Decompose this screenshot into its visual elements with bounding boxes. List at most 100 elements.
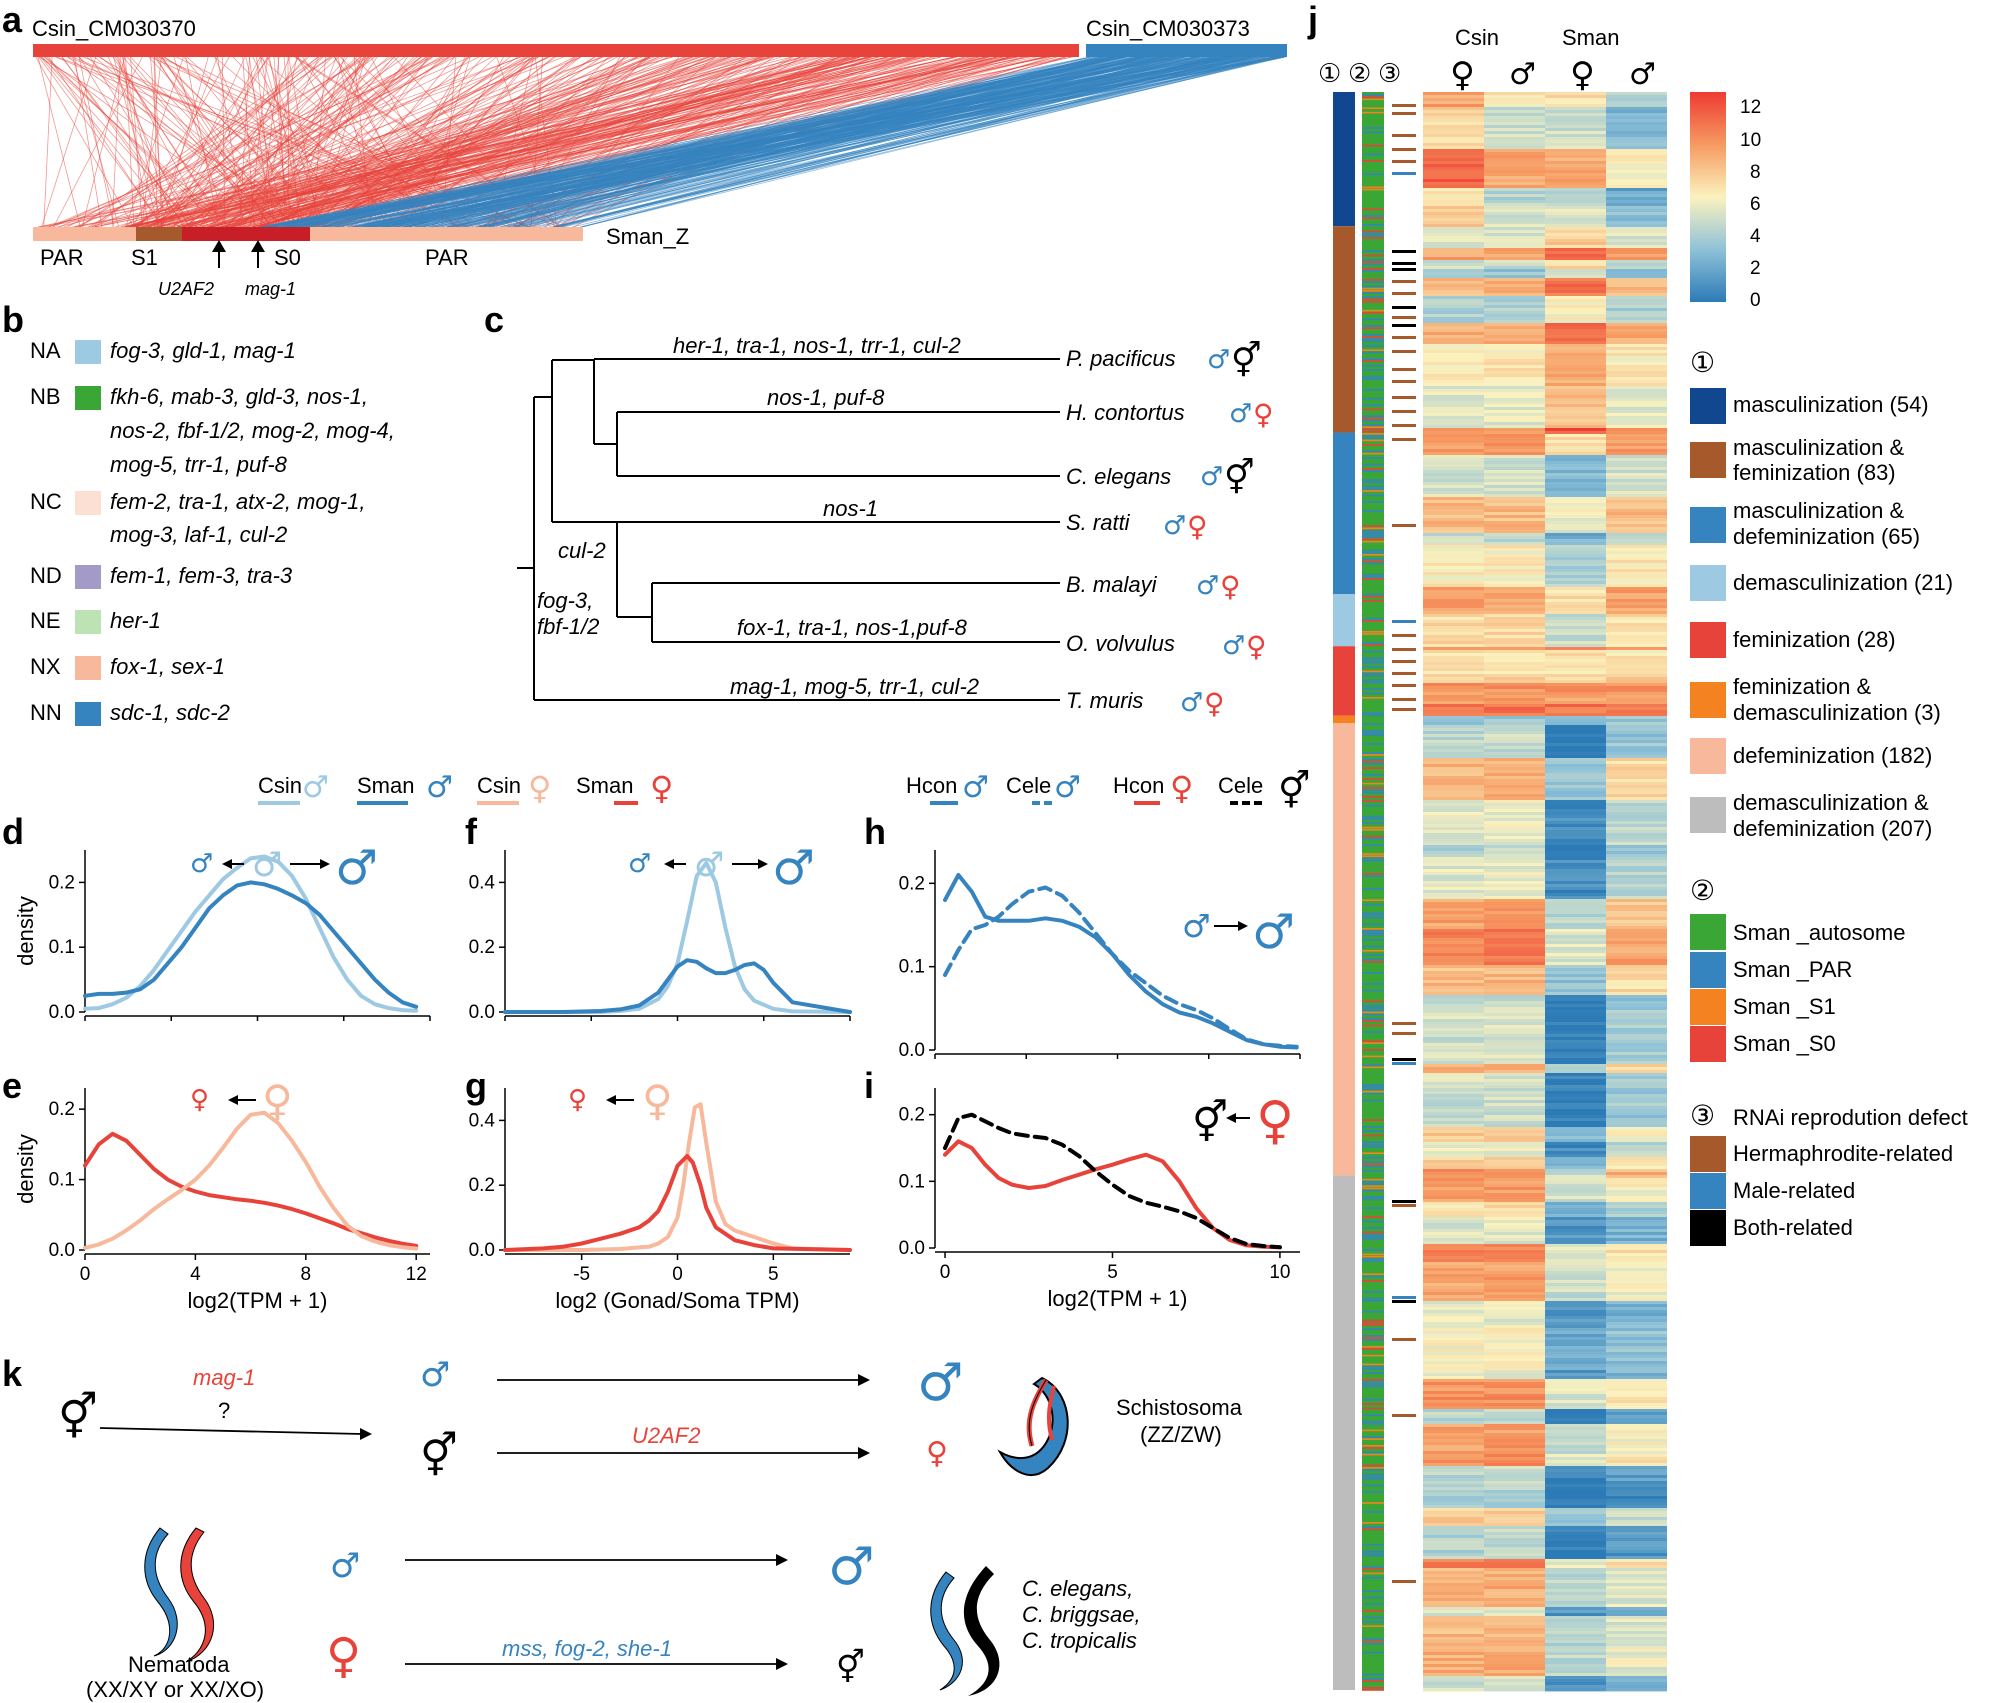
heatmap-cell xyxy=(1484,689,1545,693)
male-icon: ♂ xyxy=(302,770,329,805)
heatmap-cell xyxy=(1484,1121,1545,1125)
heatmap-cell xyxy=(1423,1235,1484,1239)
y-axis-label: density xyxy=(13,896,38,966)
heatmap-cell xyxy=(1423,347,1484,351)
heatmap-cell xyxy=(1545,506,1606,510)
heatmap-cell xyxy=(1484,989,1545,993)
heatmap-cell xyxy=(1423,380,1484,384)
track2-stripe xyxy=(1362,681,1384,684)
heatmap-cell xyxy=(1484,491,1545,495)
heatmap-cell xyxy=(1606,197,1667,201)
heatmap-cell xyxy=(1606,227,1667,231)
heatmap-cell xyxy=(1545,1679,1606,1683)
x-tick-label: 0 xyxy=(672,1264,683,1285)
track2-stripe xyxy=(1362,859,1384,862)
heatmap-cell xyxy=(1423,1670,1484,1674)
heatmap-cell xyxy=(1606,770,1667,774)
heatmap-cell xyxy=(1606,1268,1667,1272)
heatmap-cell xyxy=(1606,1199,1667,1203)
heatmap-cell xyxy=(1545,1202,1606,1206)
heatmap-cell xyxy=(1606,1379,1667,1383)
synteny-link-red xyxy=(130,56,296,228)
heatmap-cell xyxy=(1423,584,1484,588)
heatmap-cell xyxy=(1545,1043,1606,1047)
heatmap-cell xyxy=(1606,383,1667,387)
heatmap-cell xyxy=(1484,677,1545,681)
heatmap-cell xyxy=(1545,1256,1606,1260)
heatmap-cell xyxy=(1484,854,1545,858)
heatmap-cell xyxy=(1484,1043,1545,1047)
heatmap-cell xyxy=(1423,1016,1484,1020)
branch-label-ovolvulus: fox-1, tra-1, nos-1,puf-8 xyxy=(737,615,968,640)
heatmap-cell xyxy=(1484,1511,1545,1515)
heatmap-cell xyxy=(1484,1181,1545,1185)
arrow-head xyxy=(222,859,232,869)
heatmap-cell xyxy=(1545,1340,1606,1344)
heatmap-cell xyxy=(1606,131,1667,135)
heatmap-cell xyxy=(1423,851,1484,855)
heatmap-cell xyxy=(1606,1595,1667,1599)
heatmap-cell xyxy=(1484,779,1545,783)
heatmap-cell xyxy=(1545,1637,1606,1641)
heatmap-cell xyxy=(1545,710,1606,714)
heatmap-cell xyxy=(1484,449,1545,453)
heatmap-cell xyxy=(1423,1028,1484,1032)
synteny-link-red xyxy=(194,56,1073,228)
heatmap-cell xyxy=(1545,941,1606,945)
heatmap-cell xyxy=(1423,1586,1484,1590)
heatmap-cell xyxy=(1545,1175,1606,1179)
heatmap-cell xyxy=(1545,392,1606,396)
heatmap-cell xyxy=(1606,365,1667,369)
heatmap-cell xyxy=(1484,1289,1545,1293)
heatmap-cell xyxy=(1606,1031,1667,1035)
heatmap-cell xyxy=(1606,113,1667,117)
heatmap-cell xyxy=(1545,554,1606,558)
heatmap-cell xyxy=(1484,407,1545,411)
heatmap-cell xyxy=(1545,899,1606,903)
heatmap-cell xyxy=(1484,1274,1545,1278)
heatmap-cell xyxy=(1484,1655,1545,1659)
heatmap-cell xyxy=(1606,554,1667,558)
track2-stripe xyxy=(1362,263,1384,266)
heatmap-col-sman-male: ♂ xyxy=(1629,57,1656,92)
track2-stripe xyxy=(1362,1049,1384,1051)
heatmap-cell xyxy=(1606,998,1667,1002)
heatmap-cell xyxy=(1545,749,1606,753)
heatmap-cell xyxy=(1423,1514,1484,1518)
heatmap-cell xyxy=(1545,770,1606,774)
heatmap-cell xyxy=(1606,1163,1667,1167)
heatmap-cell xyxy=(1423,134,1484,138)
heatmap-cell xyxy=(1423,848,1484,852)
heatmap-cell xyxy=(1423,1517,1484,1521)
heatmap-cell xyxy=(1423,185,1484,189)
heatmap-cell xyxy=(1606,1046,1667,1050)
arrow-head xyxy=(758,859,768,869)
heatmap-cell xyxy=(1484,1571,1545,1575)
heatmap-cell xyxy=(1423,1004,1484,1008)
legend-j-group3: ③ RNAi reprodution defect Hermaphrodite-… xyxy=(1690,1099,1968,1246)
heatmap-cell xyxy=(1423,638,1484,642)
heatmap-cell xyxy=(1484,1328,1545,1332)
track2-stripe xyxy=(1362,529,1384,532)
heatmap-cell xyxy=(1606,542,1667,546)
heatmap-cell xyxy=(1545,1289,1606,1293)
heatmap-cell xyxy=(1484,143,1545,147)
heatmap-cell xyxy=(1545,113,1606,117)
heatmap-cell xyxy=(1423,509,1484,513)
track2-stripe xyxy=(1362,1156,1384,1159)
heatmap-cell xyxy=(1484,728,1545,732)
heatmap-cell xyxy=(1545,1484,1606,1488)
nematoda-icon xyxy=(144,1527,215,1663)
track2-stripe xyxy=(1362,408,1384,411)
heatmap-cell xyxy=(1545,1217,1606,1221)
heatmap-cell xyxy=(1545,719,1606,723)
track2-stripe xyxy=(1362,1181,1384,1183)
heatmap-cell xyxy=(1484,839,1545,843)
heatmap-cell xyxy=(1484,983,1545,987)
gene-label-mag1: mag-1 xyxy=(245,279,296,299)
heatmap-cell xyxy=(1545,716,1606,720)
heatmap-cell xyxy=(1423,260,1484,264)
heatmap-cell xyxy=(1545,482,1606,486)
heatmap-cell xyxy=(1423,1034,1484,1038)
heatmap-cell xyxy=(1606,947,1667,951)
